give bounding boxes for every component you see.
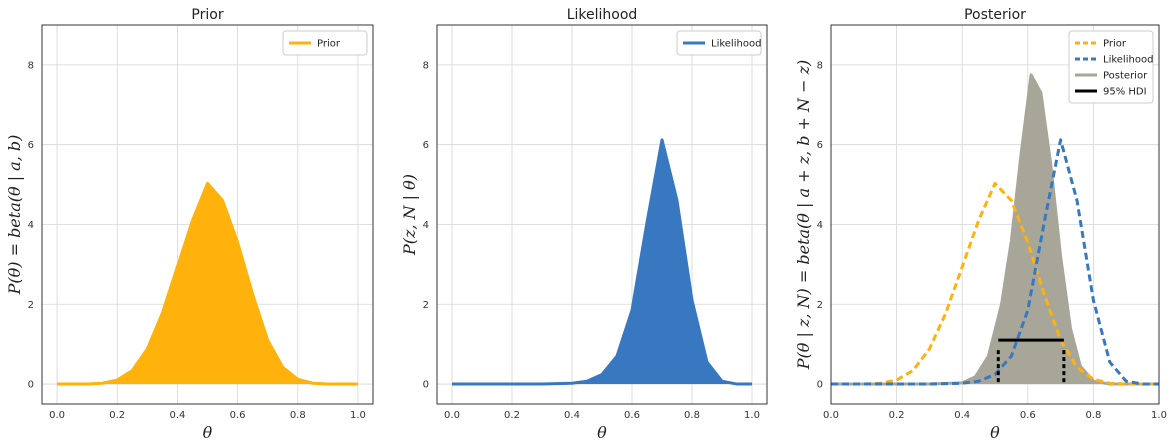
x-tick-label: 0.0 bbox=[444, 410, 460, 421]
legend-label: 95% HDI bbox=[1103, 87, 1147, 98]
x-tick-label: 0.8 bbox=[684, 410, 700, 421]
y-axis-label: P(θ | z, N) = beta(θ | a + z, b + N − z) bbox=[794, 60, 813, 371]
x-tick-label: 0.4 bbox=[169, 410, 185, 421]
likelihood-area bbox=[452, 139, 752, 385]
x-tick-label: 0.0 bbox=[49, 410, 65, 421]
legend: Prior Likelihood Posterior 95% HDI bbox=[1068, 30, 1154, 104]
posterior-line bbox=[831, 73, 1159, 386]
x-tick-label: 0.6 bbox=[230, 410, 246, 421]
x-tick-label: 0.6 bbox=[1020, 410, 1036, 421]
legend-frame bbox=[282, 30, 368, 56]
axes-frame bbox=[436, 24, 768, 405]
axes-frame bbox=[41, 24, 374, 405]
prior-line bbox=[57, 181, 358, 386]
y-tick-label: 8 bbox=[423, 60, 429, 71]
y-tick-label: 4 bbox=[423, 220, 429, 231]
y-tick-label: 0 bbox=[423, 380, 429, 391]
plot-area bbox=[831, 73, 1159, 386]
y-axis-label: P(θ) = beta(θ | a, b) bbox=[5, 135, 24, 296]
prior-line bbox=[831, 181, 1159, 386]
x-tick-label: 1.0 bbox=[1151, 410, 1167, 421]
x-tick-label: 0.2 bbox=[889, 410, 905, 421]
grid bbox=[437, 25, 767, 404]
legend: Likelihood bbox=[676, 30, 762, 56]
chart-title: Posterior bbox=[964, 7, 1026, 23]
x-tick-label: 0.4 bbox=[564, 410, 580, 421]
chart-prior: 0.0 0.2 0.4 0.6 0.8 1.0 0 2 4 6 8 Prior θ P(θ) = beta… bbox=[5, 7, 374, 442]
prior-area bbox=[57, 183, 358, 385]
axes-frame bbox=[830, 24, 1160, 405]
x-tick-label: 0.4 bbox=[954, 410, 970, 421]
x-tick-label: 0.2 bbox=[109, 410, 125, 421]
y-tick-label: 6 bbox=[423, 140, 429, 151]
legend-label: Posterior bbox=[1103, 71, 1148, 82]
y-tick-label: 8 bbox=[28, 60, 34, 71]
y-tick-label: 0 bbox=[28, 380, 34, 391]
x-tick-label: 0.8 bbox=[290, 410, 306, 421]
y-tick-label: 0 bbox=[817, 380, 823, 391]
posterior-area bbox=[831, 74, 1159, 385]
x-axis-label: θ bbox=[203, 423, 213, 442]
x-tick-label: 0.8 bbox=[1085, 410, 1101, 421]
x-tick-label: 0.0 bbox=[823, 410, 839, 421]
legend: Prior bbox=[282, 30, 368, 56]
x-axis-label: θ bbox=[990, 423, 1000, 442]
chart-likelihood: 0.0 0.2 0.4 0.6 0.8 1.0 0 2 4 6 8 Likelihood θ P(z, N… bbox=[400, 7, 768, 442]
legend-label: Likelihood bbox=[1103, 55, 1153, 66]
x-tick-label: 1.0 bbox=[744, 410, 760, 421]
legend-frame bbox=[1068, 30, 1154, 104]
y-axis-label: P(z, N | θ) bbox=[400, 174, 419, 256]
x-axis-label: θ bbox=[597, 423, 607, 442]
y-tick-label: 6 bbox=[28, 140, 34, 151]
legend-label: Likelihood bbox=[711, 39, 761, 50]
x-tick-label: 0.6 bbox=[624, 410, 640, 421]
chart-title: Likelihood bbox=[567, 7, 638, 23]
legend-label: Prior bbox=[1103, 39, 1127, 50]
y-tick-label: 6 bbox=[817, 140, 823, 151]
chart-title: Prior bbox=[191, 7, 223, 23]
legend-label: Prior bbox=[317, 39, 341, 50]
y-tick-label: 2 bbox=[28, 300, 34, 311]
y-tick-label: 4 bbox=[28, 220, 34, 231]
likelihood-line bbox=[452, 138, 752, 386]
chart-posterior: 0.0 0.2 0.4 0.6 0.8 1.0 0 2 4 6 8 Posterior θ P(θ | z… bbox=[794, 7, 1167, 442]
plot-area bbox=[57, 181, 358, 386]
plot-area bbox=[452, 138, 752, 386]
y-tick-label: 2 bbox=[423, 300, 429, 311]
x-tick-label: 1.0 bbox=[350, 410, 366, 421]
y-tick-label: 4 bbox=[817, 220, 823, 231]
y-tick-label: 8 bbox=[817, 60, 823, 71]
y-tick-label: 2 bbox=[817, 300, 823, 311]
legend-frame bbox=[676, 30, 762, 56]
x-tick-label: 0.2 bbox=[504, 410, 520, 421]
